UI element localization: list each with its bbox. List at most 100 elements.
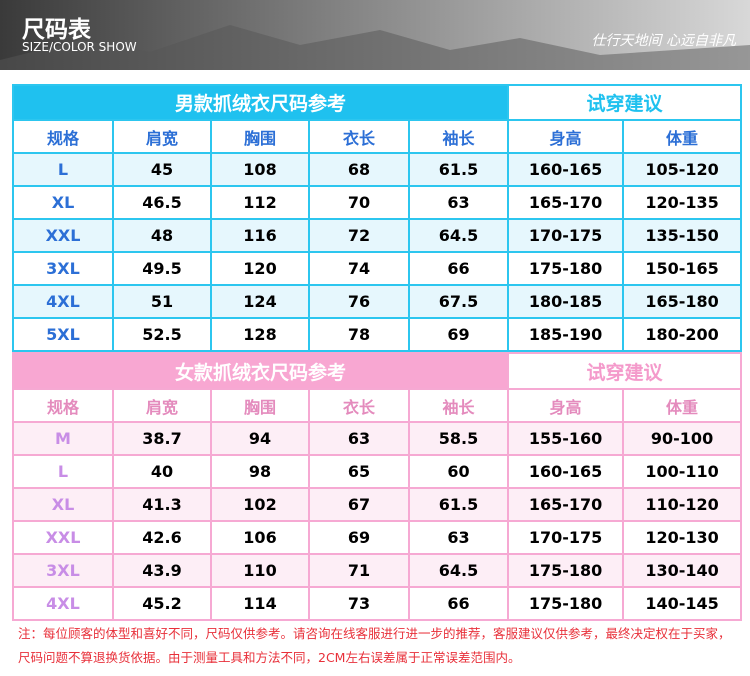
advice-title: 试穿建议 bbox=[507, 352, 743, 390]
size-table-women: 女款抓绒衣尺码参考 试穿建议 规格 肩宽 胸围 衣长 袖长 身高 体重 M 38.7 94 63 58.5… bbox=[11, 352, 743, 621]
cell: 160-165 bbox=[507, 152, 625, 187]
cell: 71 bbox=[308, 553, 410, 588]
cell: 160-165 bbox=[507, 454, 625, 489]
column-header: 衣长 bbox=[308, 119, 410, 154]
column-header: 身高 bbox=[507, 388, 625, 423]
cell: 140-145 bbox=[622, 586, 743, 621]
size-row: 4XL 51 124 76 67.5 180-185 165-180 bbox=[12, 284, 743, 319]
cell: 185-190 bbox=[507, 317, 625, 352]
column-header: 胸围 bbox=[210, 388, 310, 423]
size-label: L bbox=[12, 152, 114, 187]
mountain-art bbox=[0, 25, 750, 70]
cell: 150-165 bbox=[622, 251, 743, 286]
cell: 175-180 bbox=[507, 251, 625, 286]
cell: 78 bbox=[308, 317, 410, 352]
size-label: 3XL bbox=[12, 251, 114, 286]
column-header: 袖长 bbox=[407, 388, 510, 423]
cell: 63 bbox=[407, 520, 510, 555]
cell: 130-140 bbox=[622, 553, 743, 588]
title-row: 男款抓绒衣尺码参考 试穿建议 bbox=[11, 84, 743, 121]
cell: 51 bbox=[112, 284, 212, 319]
column-header: 规格 bbox=[12, 388, 114, 423]
header-subtitle: SIZE/COLOR SHOW bbox=[22, 40, 137, 54]
cell: 135-150 bbox=[622, 218, 743, 253]
size-row: XL 46.5 112 70 63 165-170 120-135 bbox=[12, 185, 743, 220]
cell: 67 bbox=[308, 487, 410, 522]
cell: 128 bbox=[210, 317, 310, 352]
cell: 64.5 bbox=[407, 553, 510, 588]
column-header: 身高 bbox=[507, 119, 625, 154]
size-label: 5XL bbox=[12, 317, 114, 352]
size-label: 3XL bbox=[12, 553, 114, 588]
cell: 116 bbox=[210, 218, 310, 253]
cell: 45 bbox=[112, 152, 212, 187]
header-banner: 尺码表 SIZE/COLOR SHOW 仕行天地间 心远自非凡 bbox=[0, 0, 750, 70]
cell: 120 bbox=[210, 251, 310, 286]
size-row: XXL 42.6 106 69 63 170-175 120-130 bbox=[12, 520, 743, 555]
header-title: 尺码表 bbox=[22, 17, 91, 43]
cell: 110-120 bbox=[622, 487, 743, 522]
cell: 112 bbox=[210, 185, 310, 220]
cell: 70 bbox=[308, 185, 410, 220]
cell: 61.5 bbox=[407, 152, 510, 187]
column-header: 衣长 bbox=[308, 388, 410, 423]
cell: 175-180 bbox=[507, 586, 625, 621]
table-title: 男款抓绒衣尺码参考 bbox=[11, 84, 510, 121]
cell: 165-180 bbox=[622, 284, 743, 319]
cell: 68 bbox=[308, 152, 410, 187]
size-row: XL 41.3 102 67 61.5 165-170 110-120 bbox=[12, 487, 743, 522]
column-header-row: 规格 肩宽 胸围 衣长 袖长 身高 体重 bbox=[12, 388, 743, 423]
cell: 180-185 bbox=[507, 284, 625, 319]
size-label: 4XL bbox=[12, 586, 114, 621]
cell: 45.2 bbox=[112, 586, 212, 621]
size-row: XXL 48 116 72 64.5 170-175 135-150 bbox=[12, 218, 743, 253]
table-title: 女款抓绒衣尺码参考 bbox=[11, 352, 510, 390]
cell: 72 bbox=[308, 218, 410, 253]
cell: 180-200 bbox=[622, 317, 743, 352]
cell: 106 bbox=[210, 520, 310, 555]
column-header: 规格 bbox=[12, 119, 114, 154]
cell: 63 bbox=[407, 185, 510, 220]
title-row: 女款抓绒衣尺码参考 试穿建议 bbox=[11, 352, 743, 390]
cell: 67.5 bbox=[407, 284, 510, 319]
size-label: L bbox=[12, 454, 114, 489]
size-label: 4XL bbox=[12, 284, 114, 319]
cell: 66 bbox=[407, 586, 510, 621]
cell: 52.5 bbox=[112, 317, 212, 352]
size-label: XXL bbox=[12, 218, 114, 253]
cell: 120-130 bbox=[622, 520, 743, 555]
cell: 120-135 bbox=[622, 185, 743, 220]
column-header: 袖长 bbox=[407, 119, 510, 154]
cell: 170-175 bbox=[507, 520, 625, 555]
cell: 165-170 bbox=[507, 487, 625, 522]
cell: 73 bbox=[308, 586, 410, 621]
cell: 61.5 bbox=[407, 487, 510, 522]
slogan: 仕行天地间 心远自非凡 bbox=[591, 33, 736, 49]
cell: 49.5 bbox=[112, 251, 212, 286]
cell: 114 bbox=[210, 586, 310, 621]
cell: 102 bbox=[210, 487, 310, 522]
cell: 98 bbox=[210, 454, 310, 489]
cell: 63 bbox=[308, 421, 410, 456]
cell: 69 bbox=[308, 520, 410, 555]
cell: 60 bbox=[407, 454, 510, 489]
column-header: 胸围 bbox=[210, 119, 310, 154]
cell: 124 bbox=[210, 284, 310, 319]
column-header: 体重 bbox=[622, 388, 743, 423]
size-label: XXL bbox=[12, 520, 114, 555]
size-row: L 45 108 68 61.5 160-165 105-120 bbox=[12, 152, 743, 187]
cell: 74 bbox=[308, 251, 410, 286]
column-header: 体重 bbox=[622, 119, 743, 154]
cell: 110 bbox=[210, 553, 310, 588]
cell: 170-175 bbox=[507, 218, 625, 253]
cell: 64.5 bbox=[407, 218, 510, 253]
cell: 46.5 bbox=[112, 185, 212, 220]
column-header: 肩宽 bbox=[112, 119, 212, 154]
cell: 76 bbox=[308, 284, 410, 319]
cell: 105-120 bbox=[622, 152, 743, 187]
size-row: 5XL 52.5 128 78 69 185-190 180-200 bbox=[12, 317, 743, 352]
size-label: M bbox=[12, 421, 114, 456]
cell: 155-160 bbox=[507, 421, 625, 456]
cell: 40 bbox=[112, 454, 212, 489]
